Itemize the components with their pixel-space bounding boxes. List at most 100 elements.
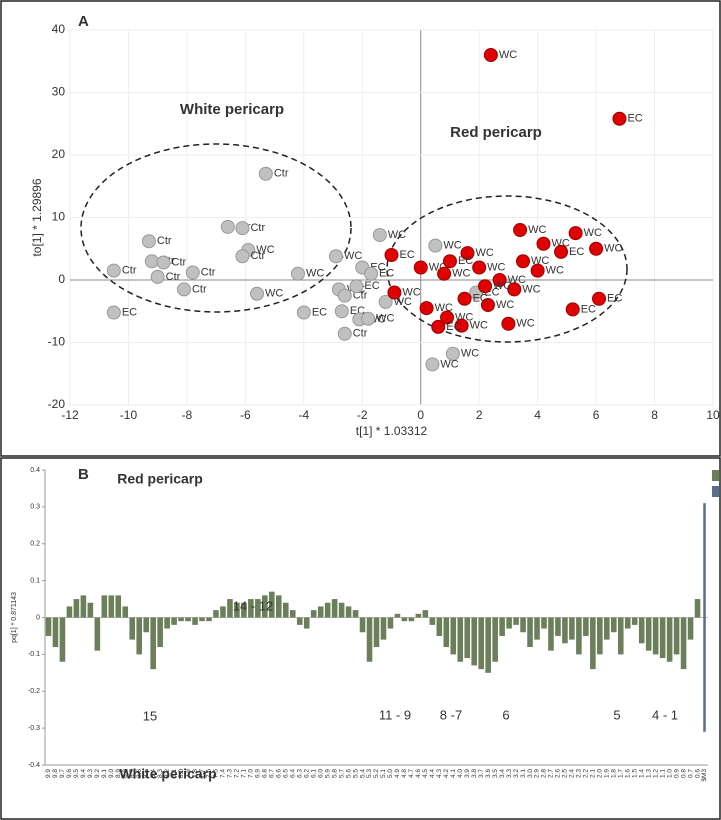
point-label: EC [607,293,622,305]
bar [464,617,471,659]
bar [659,617,666,659]
x-tick-label: 3.1 [520,769,527,778]
point [106,263,121,278]
point-label: EC [364,280,379,292]
point-label: Ctr [274,168,289,180]
x-tick-label: 6.0 [317,769,324,778]
x-tick-label: 1.2 [652,769,659,778]
point [144,254,159,269]
bar [562,617,568,644]
point [235,249,250,264]
group-outline [386,195,628,343]
x-tick-label: 3.0 [527,769,534,778]
bar [499,617,505,636]
bar [303,617,310,629]
y-tick-label: 30 [52,85,66,99]
bar [703,617,706,732]
x-tick-label: 8.9 [115,769,122,778]
x-tick-label: 8.6 [136,769,143,778]
point [337,288,352,303]
bar [387,617,394,629]
y-tick-label: -20 [48,397,66,411]
x-tick-label: 6.7 [269,769,276,778]
bar [534,617,540,640]
y-tick-label: 0.4 [30,467,40,474]
bar [576,617,582,655]
point [501,316,516,331]
x-tick-label: 1.0 [666,769,673,778]
x-tick-label: 0.8 [680,769,687,778]
x-tick-label: -10 [120,408,138,422]
x-tick-label: 6.8 [262,769,269,778]
bar [513,617,519,625]
x-tick-label: 6.4 [289,769,296,778]
bar [415,613,422,618]
bar [617,617,624,655]
x-tick-label: 3.5 [492,769,499,778]
point [235,221,250,236]
point-label: EC [400,249,415,261]
x-tick-label: 5.1 [380,769,387,778]
bar [548,617,554,651]
x-tick-label: 4.6 [415,769,422,778]
panel-label: A [78,13,89,30]
x-tick-label: 6 [593,408,600,422]
bar [248,599,254,618]
point-label: WC [440,358,458,370]
annotation: 14 - 12 [233,598,273,613]
bar [164,617,170,629]
bar [80,595,87,618]
x-tick-label: 1.7 [617,769,624,778]
bar [436,617,443,636]
x-tick-label: 1.9 [604,769,611,778]
x-tick-label: 8.5 [143,769,150,778]
y-tick-label: -0.2 [28,688,40,695]
x-tick-label: 2.0 [597,769,604,778]
y-tick-label: 0.2 [30,541,40,548]
bar [206,617,212,622]
y-tick-label: 0.3 [30,504,40,511]
x-tick-label: 4.5 [422,769,429,778]
x-tick-label: 5.6 [345,769,352,778]
bar [185,617,191,622]
point [442,254,457,269]
point [106,305,121,320]
legend-swatch [712,486,719,497]
point-label: WC [376,313,394,325]
point-label: WC [461,348,479,360]
x-tick-label: 2.6 [555,769,562,778]
bar [401,617,408,622]
x-tick-label: 5.5 [352,769,359,778]
x-tick-label: 5.9 [324,769,331,778]
point [428,238,443,253]
bar [289,610,296,618]
bar [485,617,491,673]
point-label: WC [499,49,517,61]
x-tick-label: 1.1 [659,769,666,778]
y-tick-label: 0 [58,272,65,286]
point [507,282,522,297]
x-tick-label: 7.8 [192,769,199,778]
y-tick-label: 10 [52,210,66,224]
x-tick-label: 0.6 [694,769,701,778]
x-tick-label: 7.7 [199,769,206,778]
bar [66,606,73,618]
point [258,166,273,181]
x-tick-label: 4.1 [450,769,457,778]
bar [150,617,156,670]
annotation: Red pericarp [117,471,203,487]
x-tick-label: 3.3 [506,769,513,778]
point-label: WC [584,227,602,239]
point [337,326,352,341]
point-label: EC [581,303,596,315]
x-tick-label: 4.0 [457,769,464,778]
x-tick-label: 2.3 [576,769,583,778]
x-tick-label: 2.8 [541,769,548,778]
point-label: WC [604,243,622,255]
point-label: WC [493,280,511,292]
x-tick-label: -8 [182,408,193,422]
y-tick-label: -0.3 [28,725,40,732]
x-tick-label: 4.4 [429,769,436,778]
bar [506,617,512,629]
